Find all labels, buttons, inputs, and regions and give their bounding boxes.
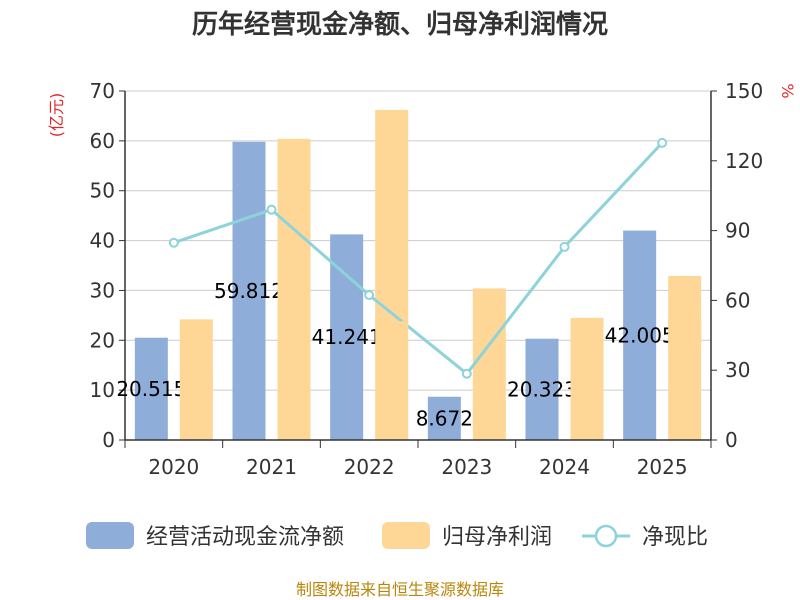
right-tick-label: 150 xyxy=(725,79,763,103)
data-label-cashflow: 20.515 xyxy=(116,377,186,401)
ratio-line xyxy=(173,141,664,376)
bar-cashflow xyxy=(525,338,559,440)
left-tick-label: 50 xyxy=(90,179,115,203)
bar-net-profit xyxy=(375,109,409,441)
legend-label-cashflow: 经营活动现金流净额 xyxy=(146,525,344,550)
bar-cashflow xyxy=(623,230,657,440)
bar-net-profit-overlap xyxy=(179,372,213,399)
ratio-point xyxy=(657,137,668,148)
right-axis-unit: % xyxy=(778,83,797,98)
right-tick-label: 120 xyxy=(725,149,763,173)
left-tick-label: 70 xyxy=(90,79,115,103)
bar-net-profit-overlap xyxy=(375,321,409,348)
right-tick-label: 0 xyxy=(725,428,738,452)
source-note: 制图数据来自恒生聚源数据库 xyxy=(296,580,504,599)
ratio-point xyxy=(168,237,179,248)
data-labels: 20.515 59.812 41.241 8.672 20.323 42.005 xyxy=(116,274,702,430)
left-tick-label: 60 xyxy=(90,129,115,153)
legend: 经营活动现金流净额 归母净利润 净现比 xyxy=(86,522,708,550)
data-label-cashflow: 20.323 xyxy=(507,377,577,401)
left-tick-label: 40 xyxy=(90,229,115,253)
data-label-cashflow: 41.241 xyxy=(312,325,382,349)
legend-label-net-profit: 归母净利润 xyxy=(442,525,552,550)
legend-swatch-net-profit xyxy=(382,522,430,549)
data-label-cashflow: 59.812 xyxy=(214,279,284,303)
left-tick-label: 10 xyxy=(90,378,115,402)
x-tick-label: 2020 xyxy=(148,455,199,479)
x-tick-label: 2022 xyxy=(344,455,395,479)
bar-net-profit xyxy=(668,275,702,440)
bar-cashflow xyxy=(232,141,266,440)
legend-swatch-ratio-marker xyxy=(594,524,618,548)
bar-cashflow xyxy=(134,337,168,440)
left-tick-label: 20 xyxy=(90,328,115,352)
x-tick-label: 2021 xyxy=(246,455,297,479)
bar-cashflow xyxy=(427,396,461,440)
bar-cashflow xyxy=(330,234,364,440)
ratio-point xyxy=(364,290,375,301)
data-label-cashflow: 42.005 xyxy=(605,323,675,347)
x-tick-label: 2024 xyxy=(539,455,590,479)
gridlines xyxy=(125,90,711,391)
bar-net-profit-overlap xyxy=(472,402,506,429)
right-tick-label: 30 xyxy=(725,358,750,382)
ratio-line-series xyxy=(168,137,668,379)
x-tick-label: 2025 xyxy=(637,455,688,479)
left-tick-label: 30 xyxy=(90,278,115,302)
right-tick-label: 90 xyxy=(725,219,750,243)
bar-net-profit-overlap xyxy=(668,319,702,346)
legend-swatch-cashflow xyxy=(86,522,134,549)
bar-net-profit-overlap xyxy=(277,274,311,301)
legend-label-ratio: 净现比 xyxy=(642,525,708,550)
chart-title: 历年经营现金净额、归母净利润情况 xyxy=(192,9,608,40)
ratio-point xyxy=(559,241,570,252)
right-tick-label: 60 xyxy=(725,288,750,312)
axes: 0 10 20 30 40 50 60 70 0 30 60 90 120 150 2020 2021 2022… xyxy=(90,79,764,479)
x-tick-label: 2023 xyxy=(441,455,492,479)
data-label-cashflow: 8.672 xyxy=(416,406,473,430)
bar-net-profit-overlap xyxy=(570,373,604,400)
left-axis-unit: (亿元) xyxy=(47,93,66,138)
ratio-point xyxy=(461,368,472,379)
left-tick-label: 0 xyxy=(102,428,115,452)
ratio-point xyxy=(266,204,277,215)
